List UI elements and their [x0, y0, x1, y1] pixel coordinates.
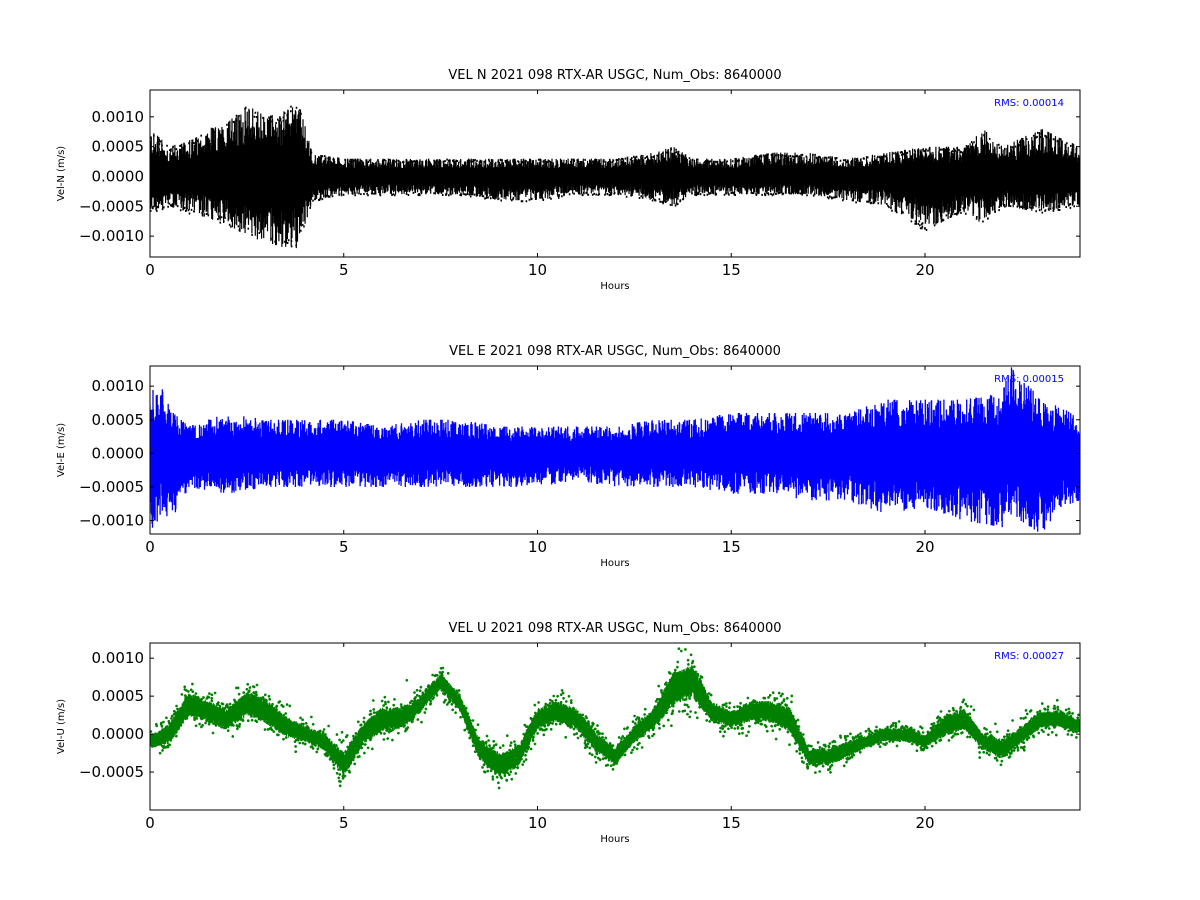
y-tick-label: −0.0005 [79, 763, 144, 781]
signal-trace [150, 367, 1080, 532]
x-tick-label: 15 [722, 261, 741, 279]
chart-panel-2: VEL E 2021 098 RTX-AR USGC, Num_Obs: 864… [56, 344, 1081, 569]
chart-title: VEL E 2021 098 RTX-AR USGC, Num_Obs: 864… [449, 344, 781, 359]
x-axis-label: Hours [600, 281, 629, 292]
chart-panel-3: VEL U 2021 098 RTX-AR USGC, Num_Obs: 864… [56, 621, 1081, 845]
y-axis-label: Vel-E (m/s) [56, 423, 67, 477]
data-series [150, 105, 1080, 249]
x-tick-label: 10 [528, 814, 547, 832]
x-tick-label: 10 [528, 261, 547, 279]
y-tick-label: 0.0010 [92, 649, 145, 667]
rms-annotation: RMS: 0.00015 [994, 374, 1064, 385]
x-tick-label: 0 [145, 814, 155, 832]
x-tick-label: 15 [722, 814, 741, 832]
plot-frame [149, 642, 1081, 811]
plot-frame [149, 89, 1081, 258]
chart-panel-1: VEL N 2021 098 RTX-AR USGC, Num_Obs: 864… [56, 68, 1081, 292]
chart-title: VEL U 2021 098 RTX-AR USGC, Num_Obs: 864… [448, 621, 781, 636]
y-axis-label: Vel-U (m/s) [56, 699, 67, 754]
y-tick-label: −0.0010 [79, 227, 144, 245]
x-tick-label: 0 [145, 261, 155, 279]
y-tick-label: 0.0010 [92, 108, 145, 126]
x-tick-label: 10 [528, 538, 547, 556]
x-tick-label: 15 [722, 538, 741, 556]
signal-trace [150, 107, 1080, 249]
x-tick-label: 20 [915, 261, 934, 279]
y-tick-label: 0.0005 [92, 138, 145, 156]
plot-frame [149, 365, 1081, 535]
x-tick-label: 5 [339, 814, 349, 832]
x-tick-label: 0 [145, 538, 155, 556]
y-tick-label: −0.0005 [79, 478, 144, 496]
chart-title: VEL N 2021 098 RTX-AR USGC, Num_Obs: 864… [448, 68, 781, 83]
scatter-band [150, 664, 1080, 776]
data-series [150, 367, 1080, 532]
x-tick-label: 5 [339, 261, 349, 279]
y-tick-label: 0.0005 [92, 411, 145, 429]
y-axis-label: Vel-N (m/s) [56, 146, 67, 201]
x-axis-label: Hours [600, 834, 629, 845]
y-tick-label: 0.0000 [92, 444, 145, 462]
data-series [150, 647, 1080, 790]
rms-annotation: RMS: 0.00027 [994, 651, 1064, 662]
x-tick-label: 20 [915, 538, 934, 556]
y-tick-label: 0.0000 [92, 725, 145, 743]
y-tick-label: 0.0010 [92, 377, 145, 395]
rms-annotation: RMS: 0.00014 [994, 98, 1064, 109]
y-tick-label: 0.0005 [92, 687, 145, 705]
y-tick-label: 0.0000 [92, 167, 145, 185]
x-axis-label: Hours [600, 558, 629, 569]
y-tick-label: −0.0010 [79, 512, 144, 530]
y-tick-label: −0.0005 [79, 197, 144, 215]
signal-peaks [150, 105, 1078, 248]
x-tick-label: 20 [915, 814, 934, 832]
x-tick-label: 5 [339, 538, 349, 556]
